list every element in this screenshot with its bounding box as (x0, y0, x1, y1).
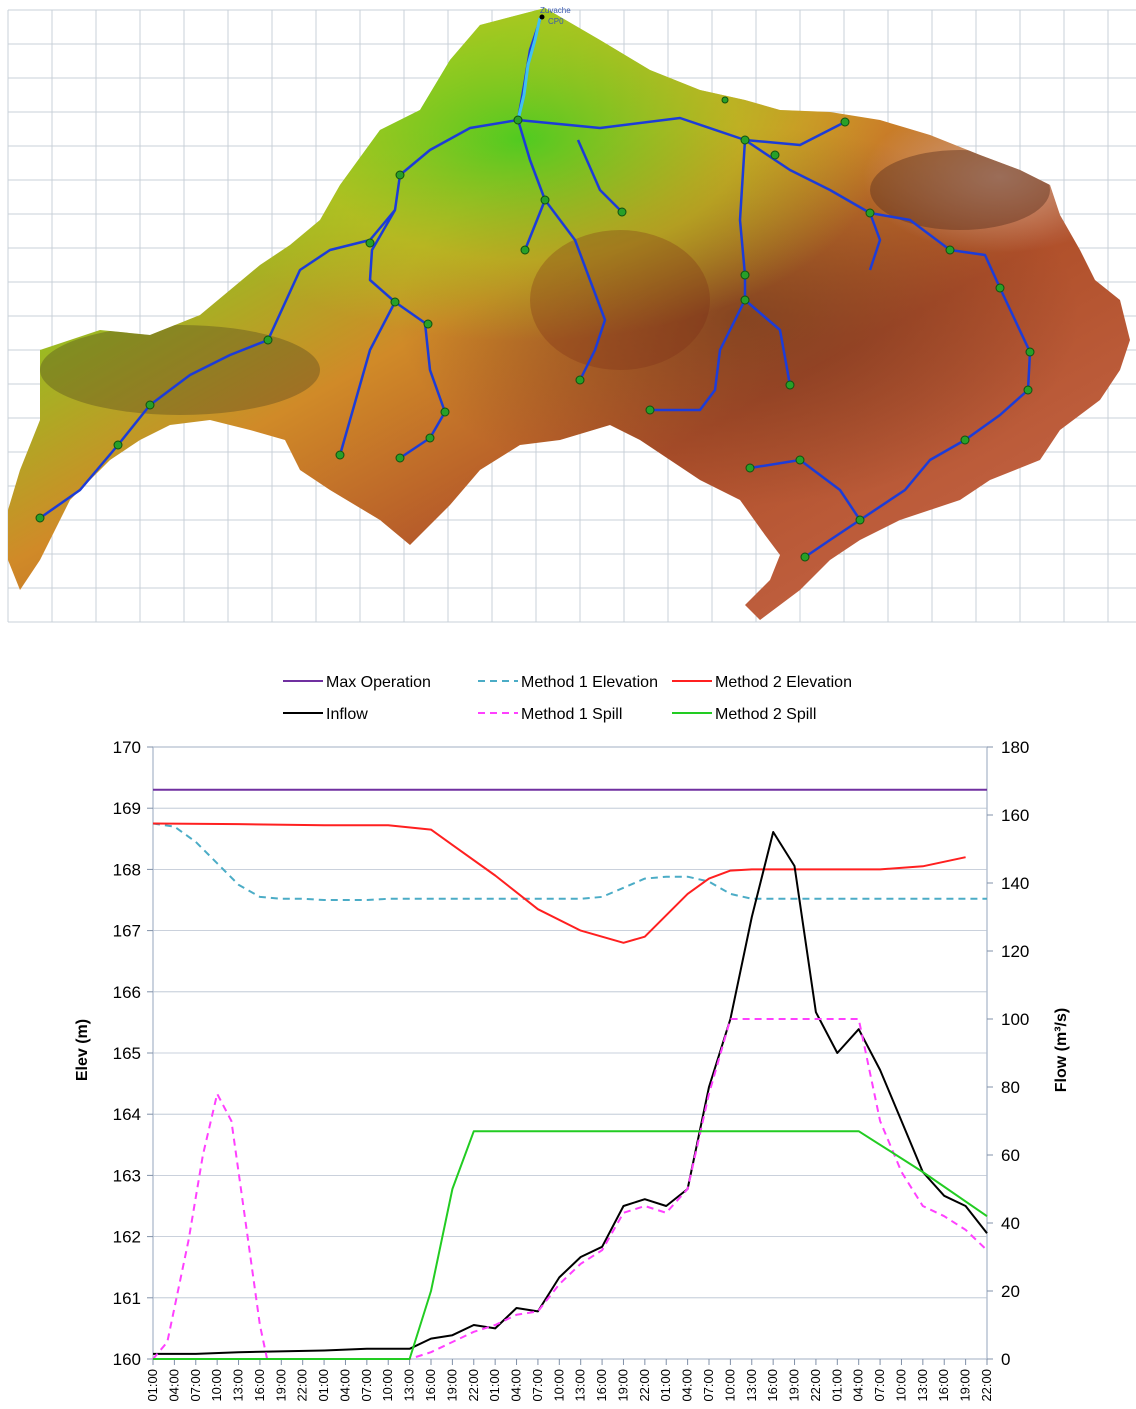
y-left-tick-label: 163 (113, 1166, 141, 1185)
y-left-tick-label: 170 (113, 738, 141, 757)
x-tick-label: 13:00 (915, 1369, 930, 1402)
y-right-tick-label: 160 (1001, 806, 1029, 825)
y-left-tick-label: 165 (113, 1044, 141, 1063)
x-tick-label: 16:00 (594, 1369, 609, 1402)
y-right-tick-label: 140 (1001, 874, 1029, 893)
chart-axes: 160 161 162 163 164 165 166 167 168 169 170 0 20 40 60… (113, 738, 1030, 1402)
y-right-tick-label: 180 (1001, 738, 1029, 757)
hydrograph-chart: Max Operation Method 1 Elevation Method 2 … (74, 674, 1070, 1402)
x-tick-label: 10:00 (893, 1369, 908, 1402)
x-tick-label: 01:00 (487, 1369, 502, 1402)
x-tick-label: 22:00 (979, 1369, 994, 1402)
y-left-tick-label: 166 (113, 983, 141, 1002)
x-tick-label: 01:00 (829, 1369, 844, 1402)
x-tick-label: 16:00 (765, 1369, 780, 1402)
x-tick-label: 19:00 (273, 1369, 288, 1402)
x-tick-label: 04:00 (680, 1369, 695, 1402)
y-right-tick-label: 60 (1001, 1146, 1020, 1165)
y-right-tick-label: 100 (1001, 1010, 1029, 1029)
outlet-marker: Zuvache CP0 (539, 6, 571, 26)
plot-area (152, 746, 988, 1360)
x-tick-label: 19:00 (615, 1369, 630, 1402)
x-tick-label: 10:00 (722, 1369, 737, 1402)
main-channel (516, 17, 542, 121)
junction-nodes (35, 96, 1035, 562)
x-tick-label: 22:00 (466, 1369, 481, 1402)
legend-label: Max Operation (326, 674, 431, 691)
x-tick-label: 22:00 (808, 1369, 823, 1402)
x-tick-label: 13:00 (744, 1369, 759, 1402)
x-tick-label: 04:00 (509, 1369, 524, 1402)
legend-label: Method 1 Elevation (521, 674, 658, 691)
y-right-tick-label: 20 (1001, 1282, 1020, 1301)
x-tick-label: 19:00 (444, 1369, 459, 1402)
x-tick-label: 16:00 (423, 1369, 438, 1402)
x-tick-label: 07:00 (530, 1369, 545, 1402)
series-method-2-spill (153, 1130, 988, 1360)
x-tick-label: 04:00 (337, 1369, 352, 1402)
series-method-1-spill (152, 1018, 988, 1360)
chart-legend: Max Operation Method 1 Elevation Method 2 … (283, 674, 852, 723)
x-tick-label: 04:00 (851, 1369, 866, 1402)
x-tick-label: 01:00 (316, 1369, 331, 1402)
x-tick-label: 19:00 (787, 1369, 802, 1402)
x-tick-label: 07:00 (188, 1369, 203, 1402)
y-right-tick-label: 80 (1001, 1078, 1020, 1097)
series-inflow (153, 831, 988, 1355)
y-left-tick-label: 162 (113, 1228, 141, 1247)
x-tick-label: 13:00 (402, 1369, 417, 1402)
y-axis-left-label: Elev (m) (74, 1019, 91, 1081)
x-tick-label: 07:00 (359, 1369, 374, 1402)
series-method-1-elevation (152, 822, 987, 901)
x-tick-label: 10:00 (209, 1369, 224, 1402)
x-tick-label: 13:00 (231, 1369, 246, 1402)
outlet-label: Zuvache (540, 6, 571, 15)
y-left-tick-label: 160 (113, 1350, 141, 1369)
legend-label: Method 1 Spill (521, 706, 622, 723)
stream-network (39, 19, 1032, 559)
legend-label: Inflow (326, 706, 368, 723)
legend-label: Method 2 Elevation (715, 674, 852, 691)
y-axis-right-label: Flow (m³/s) (1053, 1008, 1070, 1092)
x-tick-label: 13:00 (573, 1369, 588, 1402)
x-tick-label: 10:00 (551, 1369, 566, 1402)
y-left-tick-label: 164 (113, 1105, 141, 1124)
x-tick-label: 07:00 (701, 1369, 716, 1402)
x-tick-label: 22:00 (295, 1369, 310, 1402)
legend-label: Method 2 Spill (715, 706, 816, 723)
x-tick-label: 16:00 (936, 1369, 951, 1402)
series-method-2-elevation (152, 822, 966, 944)
x-tick-label: 01:00 (658, 1369, 673, 1402)
y-right-tick-label: 40 (1001, 1214, 1020, 1233)
x-tick-label: 22:00 (637, 1369, 652, 1402)
x-tick-label: 04:00 (166, 1369, 181, 1402)
x-tick-label: 19:00 (958, 1369, 973, 1402)
watershed-terrain-map: Zuvache CP0 (7, 6, 1136, 623)
x-tick-label: 07:00 (872, 1369, 887, 1402)
series-layer (152, 788, 988, 1360)
y-right-tick-label: 120 (1001, 942, 1029, 961)
x-tick-label: 16:00 (252, 1369, 267, 1402)
y-left-tick-label: 169 (113, 799, 141, 818)
y-left-tick-label: 167 (113, 922, 141, 941)
y-left-tick-label: 161 (113, 1289, 141, 1308)
y-left-tick-label: 168 (113, 860, 141, 879)
x-tick-label: 10:00 (380, 1369, 395, 1402)
outlet-code: CP0 (548, 17, 564, 26)
y-right-tick-label: 0 (1001, 1350, 1010, 1369)
x-tick-label: 01:00 (145, 1369, 160, 1402)
